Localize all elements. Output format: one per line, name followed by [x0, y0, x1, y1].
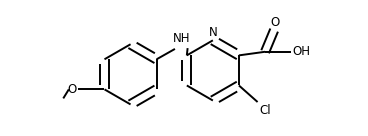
Text: O: O [270, 16, 280, 29]
Text: N: N [209, 26, 217, 39]
Text: Cl: Cl [259, 104, 271, 117]
Text: OH: OH [293, 45, 311, 58]
Text: O: O [67, 83, 76, 96]
Text: NH: NH [173, 32, 190, 45]
